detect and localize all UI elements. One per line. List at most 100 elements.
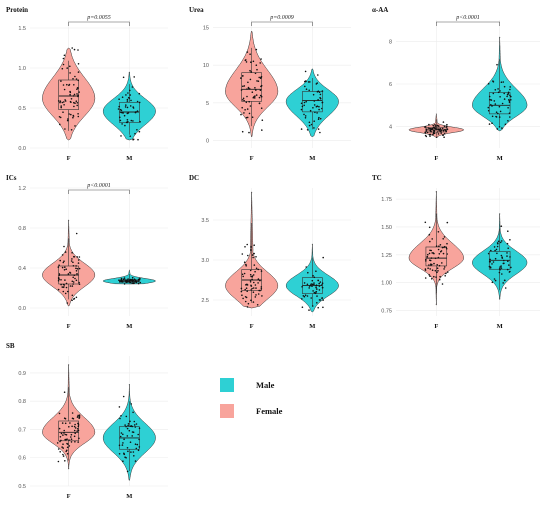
data-point: [244, 300, 247, 303]
data-point: [430, 257, 433, 259]
data-point: [255, 267, 258, 270]
panel-title: SB: [6, 342, 15, 350]
data-point: [246, 116, 249, 119]
data-point: [62, 447, 64, 449]
data-point: [428, 127, 431, 130]
data-point: [123, 277, 126, 279]
data-point: [58, 278, 60, 280]
data-point: [304, 117, 307, 119]
data-point: [62, 111, 64, 113]
data-point: [503, 85, 506, 88]
data-point: [307, 271, 309, 274]
data-point: [240, 77, 242, 79]
data-point: [118, 406, 121, 408]
data-point: [508, 271, 511, 273]
data-point: [132, 431, 135, 433]
data-point: [129, 105, 132, 107]
x-tick-label: F: [434, 155, 438, 162]
data-point: [435, 245, 438, 247]
data-point: [510, 95, 512, 98]
data-point: [253, 252, 255, 255]
data-point: [255, 287, 257, 289]
data-point: [446, 221, 449, 224]
legend-label-female: Female: [256, 406, 283, 416]
data-point: [129, 441, 132, 443]
data-point: [254, 296, 257, 298]
data-point: [494, 279, 497, 282]
data-point: [497, 88, 499, 90]
data-point: [428, 264, 430, 266]
data-point: [498, 268, 501, 270]
data-point: [68, 113, 70, 115]
data-point: [260, 286, 263, 288]
data-point: [310, 284, 312, 286]
data-point: [73, 101, 75, 104]
data-point: [78, 91, 80, 93]
data-point: [433, 132, 436, 135]
data-point: [77, 63, 80, 65]
data-point: [432, 131, 435, 134]
data-point: [446, 123, 448, 126]
data-point: [62, 63, 65, 66]
y-tick-label: 6: [389, 82, 392, 88]
data-point: [443, 133, 446, 135]
data-point: [137, 433, 139, 436]
data-point: [250, 61, 252, 63]
data-point: [58, 427, 61, 430]
data-point: [78, 417, 80, 419]
data-point: [69, 100, 72, 103]
data-point: [499, 110, 502, 113]
data-point: [500, 267, 503, 269]
data-point: [62, 290, 65, 293]
data-point: [443, 136, 445, 138]
data-point: [495, 248, 498, 251]
data-point: [259, 279, 261, 282]
data-point: [506, 252, 508, 254]
data-point: [245, 287, 248, 289]
data-point: [77, 425, 80, 428]
data-point: [425, 128, 428, 131]
data-point: [446, 128, 449, 131]
data-point: [442, 238, 444, 240]
data-point: [259, 62, 261, 64]
data-point: [497, 112, 499, 115]
data-point: [424, 277, 427, 279]
data-point: [321, 101, 324, 104]
data-point: [260, 58, 262, 60]
data-point: [71, 252, 73, 254]
data-point: [305, 266, 307, 268]
data-point: [246, 51, 249, 53]
data-point: [508, 100, 511, 102]
legend-swatch-female: [220, 404, 234, 418]
data-point: [314, 111, 316, 114]
data-point: [61, 101, 64, 104]
data-point: [441, 262, 443, 264]
chart-panel-7: SB 0.5 0.6 0.7 0.8 0.9 F M: [6, 342, 168, 500]
data-point: [122, 76, 125, 79]
data-point: [122, 395, 125, 398]
data-point: [138, 446, 141, 448]
data-point: [78, 437, 80, 440]
data-point: [492, 81, 495, 83]
data-point: [254, 72, 257, 75]
data-point: [78, 267, 81, 270]
data-point: [252, 291, 255, 293]
data-point: [258, 102, 261, 104]
data-point: [75, 267, 77, 270]
data-point: [240, 89, 243, 91]
data-point: [76, 104, 78, 107]
data-point: [240, 290, 243, 293]
data-point: [121, 279, 123, 282]
data-point: [322, 256, 324, 259]
data-point: [246, 290, 248, 292]
data-point: [433, 127, 436, 129]
data-point: [243, 261, 246, 263]
data-point: [445, 272, 447, 275]
data-point: [261, 129, 263, 131]
data-point: [127, 120, 129, 123]
data-point: [77, 113, 79, 115]
data-point: [123, 453, 125, 455]
data-point: [65, 438, 67, 441]
data-point: [429, 133, 432, 136]
data-point: [255, 94, 258, 96]
